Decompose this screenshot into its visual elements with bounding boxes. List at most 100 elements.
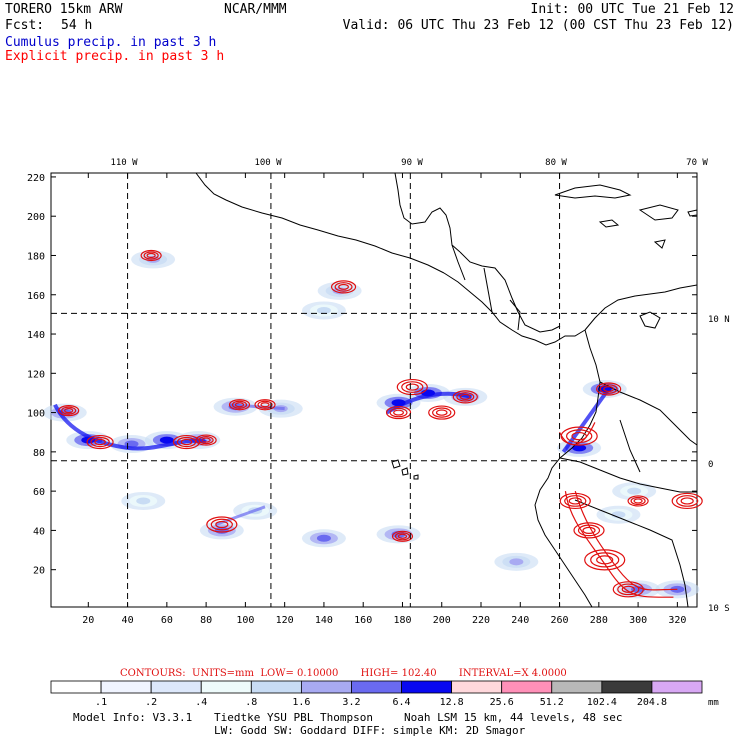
colorbar-swatch-7 bbox=[401, 680, 453, 694]
explicit-contour-5-0 bbox=[195, 434, 217, 446]
explicit-cell-18 bbox=[584, 549, 626, 571]
precip-core-16 bbox=[316, 534, 331, 542]
explicit-cell-15 bbox=[596, 382, 622, 396]
explicit-contour-15-2 bbox=[603, 386, 615, 393]
x-tick-label-14: 300 bbox=[629, 615, 647, 626]
explicit-cell-0 bbox=[140, 249, 162, 262]
explicit-contour-10-0 bbox=[428, 405, 456, 420]
explicit-contour-2-0 bbox=[58, 405, 80, 417]
explicit-contour-9-1 bbox=[401, 381, 424, 393]
precip-core-24 bbox=[627, 487, 642, 495]
explicit-cell-7 bbox=[254, 399, 276, 411]
precip-core-11 bbox=[316, 306, 331, 314]
explicit-cell-13 bbox=[391, 530, 414, 542]
x-tick-label-8: 180 bbox=[393, 615, 411, 626]
explicit-contour-13-2 bbox=[397, 533, 408, 539]
model-title: TORERO 15km ARW bbox=[5, 2, 123, 17]
x-tick-label-5: 120 bbox=[276, 615, 294, 626]
explicit-contour-12-2 bbox=[215, 520, 229, 529]
explicit-legend: Explicit precip. in past 3 h bbox=[5, 49, 225, 64]
explicit-contour-20-2 bbox=[680, 497, 694, 505]
colorbar: .1 .2 .4 .8 1.6 3.2 6.4 12.8 25.6 51.2 102.4 204.8 m… bbox=[50, 680, 719, 708]
colorbar-level-9: 51.2 bbox=[540, 697, 564, 708]
y-tick-label-2: 60 bbox=[33, 487, 45, 498]
colorbar-level-5: 3.2 bbox=[342, 697, 360, 708]
explicit-cell-12 bbox=[206, 516, 238, 533]
island-puerto-rico bbox=[687, 209, 698, 217]
explicit-contour-7-1 bbox=[257, 400, 273, 409]
border-ecuador bbox=[559, 457, 697, 493]
explicit-contour-0-0 bbox=[140, 249, 162, 262]
precip-core-22 bbox=[509, 558, 524, 566]
coastline-central-america bbox=[443, 272, 586, 346]
explicit-contour-0-2 bbox=[146, 252, 156, 259]
valid-time: Valid: 06 UTC Thu 23 Feb 12 (00 CST Thu … bbox=[342, 18, 734, 33]
colorbar-swatch-10 bbox=[551, 680, 603, 694]
x-tick-label-6: 140 bbox=[315, 615, 333, 626]
grid-axes: 20 40 60 80 100 120 140 160 180 200 220 240 260 280 30… bbox=[27, 158, 730, 626]
colorbar-level-8: 25.6 bbox=[490, 697, 514, 708]
explicit-contour-5-1 bbox=[198, 435, 214, 445]
explicit-contour-12-1 bbox=[210, 518, 233, 531]
island-galapagos-2 bbox=[401, 467, 409, 476]
explicit-contour-17-2 bbox=[582, 526, 596, 535]
explicit-precip-contours bbox=[58, 249, 703, 598]
colorbar-level-11: 204.8 bbox=[637, 697, 667, 708]
lat-lon-grid bbox=[51, 173, 697, 607]
border-peru bbox=[574, 499, 689, 608]
explicit-contour-1-0 bbox=[330, 280, 357, 294]
colorbar-swatch-2 bbox=[150, 680, 202, 694]
x-tick-label-4: 100 bbox=[236, 615, 254, 626]
explicit-contour-16-2 bbox=[568, 497, 582, 505]
explicit-contour-1-2 bbox=[338, 283, 349, 290]
border-brazil bbox=[619, 419, 641, 473]
colorbar-swatch-4 bbox=[250, 680, 302, 694]
explicit-contour-0-1 bbox=[143, 251, 159, 260]
lon-label-1: 100 W bbox=[254, 158, 282, 168]
y-tick-label-0: 20 bbox=[33, 566, 45, 577]
colorbar-swatch-11 bbox=[601, 680, 653, 694]
footer-model-info: Model Info: V3.3.1 bbox=[73, 711, 193, 724]
border-colombia bbox=[599, 381, 698, 446]
explicit-contour-20-0 bbox=[671, 492, 703, 510]
forecast-label: Fcst: bbox=[5, 18, 45, 33]
explicit-contour-16-1 bbox=[564, 495, 587, 507]
explicit-cell-10 bbox=[428, 405, 456, 420]
colorbar-level-7: 12.8 bbox=[440, 697, 464, 708]
coastline-mexico bbox=[195, 172, 445, 274]
lon-label-4: 70 W bbox=[686, 158, 708, 168]
lat-label-1: 0 bbox=[708, 460, 713, 470]
init-time: Init: 00 UTC Tue 21 Feb 12 bbox=[530, 2, 735, 17]
explicit-contour-6-0 bbox=[228, 399, 251, 411]
precip-core-18 bbox=[572, 444, 587, 452]
colorbar-level-10: 102.4 bbox=[587, 697, 617, 708]
explicit-contour-7-2 bbox=[260, 402, 270, 408]
colorbar-swatch-8 bbox=[451, 680, 503, 694]
x-tick-label-0: 20 bbox=[82, 615, 94, 626]
x-tick-label-13: 280 bbox=[590, 615, 608, 626]
x-tick-label-9: 200 bbox=[433, 615, 451, 626]
y-tick-label-9: 200 bbox=[27, 212, 45, 223]
explicit-cell-8 bbox=[385, 405, 412, 420]
explicit-contour-7-0 bbox=[254, 399, 276, 411]
colorbar-swatch-6 bbox=[351, 680, 402, 694]
explicit-contour-6-1 bbox=[231, 400, 248, 409]
y-tick-label-3: 80 bbox=[33, 448, 45, 459]
y-tick-label-1: 40 bbox=[33, 526, 45, 537]
explicit-cell-5 bbox=[195, 434, 217, 446]
y-tick-label-4: 100 bbox=[27, 409, 45, 420]
explicit-contour-2-2 bbox=[64, 408, 74, 414]
footer-physics: LW: Godd SW: Goddard DIFF: simple KM: 2D… bbox=[214, 724, 526, 737]
forecast-hours: 54 h bbox=[61, 18, 93, 33]
island-small bbox=[653, 239, 666, 249]
y-tick-label-8: 180 bbox=[27, 251, 45, 262]
lon-label-3: 80 W bbox=[545, 158, 567, 168]
coastline-sa-west bbox=[534, 329, 601, 608]
lon-label-0: 110 W bbox=[110, 158, 138, 168]
y-tick-label-7: 160 bbox=[27, 291, 45, 302]
footer-lsm: Noah LSM 15 km, 44 levels, 48 sec bbox=[404, 711, 623, 724]
explicit-contour-15-1 bbox=[599, 384, 618, 394]
contour-title: CONTOURS: bbox=[120, 668, 186, 679]
lon-label-2: 90 W bbox=[401, 158, 423, 168]
